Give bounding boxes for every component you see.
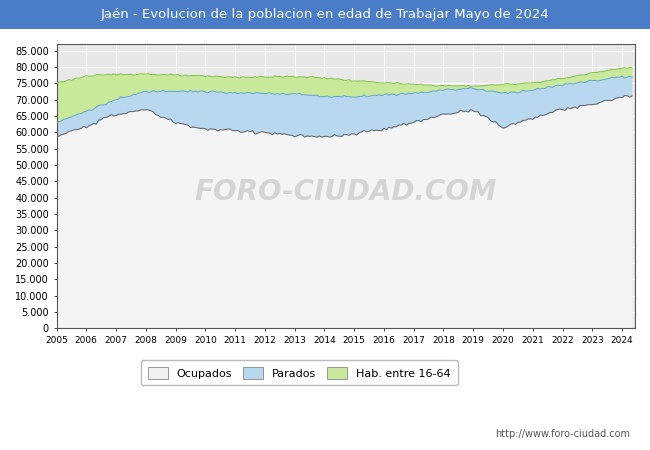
Legend: Ocupados, Parados, Hab. entre 16-64: Ocupados, Parados, Hab. entre 16-64 [141,360,458,385]
Text: http://www.foro-ciudad.com: http://www.foro-ciudad.com [495,429,630,439]
Text: FORO-CIUDAD.COM: FORO-CIUDAD.COM [194,178,497,206]
Text: Jaén - Evolucion de la poblacion en edad de Trabajar Mayo de 2024: Jaén - Evolucion de la poblacion en edad… [101,8,549,21]
